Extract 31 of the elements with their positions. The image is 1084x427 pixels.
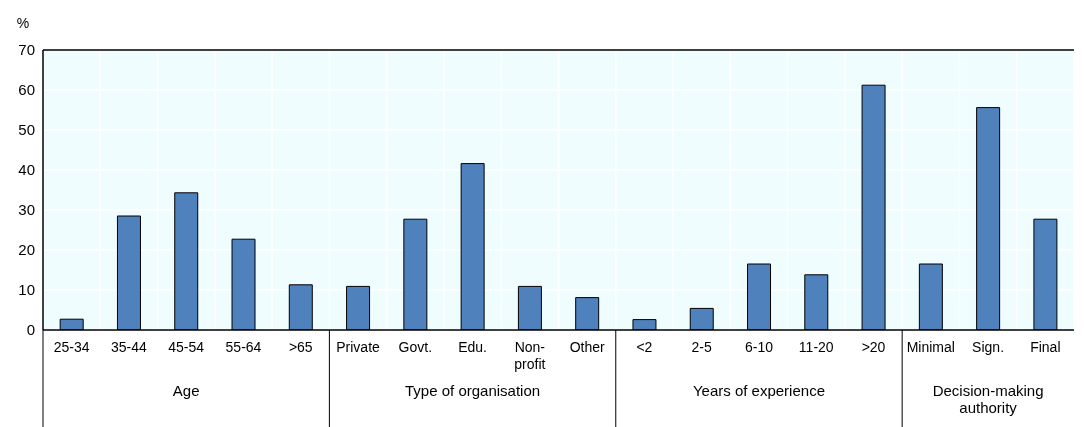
y-tick-label: 30 (18, 201, 35, 219)
y-axis-title: % (16, 15, 30, 31)
x-tick-label: Other (569, 339, 605, 355)
x-tick-label: 25-34 (53, 339, 90, 355)
y-tick-label: 50 (18, 121, 35, 139)
y-tick-label: 70 (18, 41, 35, 59)
x-tick-label: Non-profit (514, 339, 546, 372)
text: Decision-making authority (932, 382, 1044, 416)
x-tick-label: Final (1030, 339, 1061, 355)
text: Type of organisation (405, 382, 541, 399)
y-tick-label: 40 (18, 161, 35, 179)
x-tick-label: 6-10 (744, 339, 774, 355)
x-tick-label: Private (336, 339, 381, 355)
x-tick-label: 55-64 (225, 339, 262, 355)
y-tick-label: 20 (18, 241, 35, 259)
text: Age (172, 382, 200, 399)
y-tick-label: 0 (26, 321, 35, 339)
x-tick-label: >65 (288, 339, 313, 355)
x-tick-label: 11-20 (798, 339, 834, 355)
x-tick-label: 35-44 (111, 339, 148, 355)
x-tick-label: 45-54 (168, 339, 205, 355)
x-tick-label: Minimal (906, 339, 955, 355)
y-tick-label: 60 (18, 81, 35, 99)
x-tick-label: Edu. (458, 339, 487, 355)
y-tick-label: 10 (18, 281, 35, 299)
x-tick-label: 2-5 (691, 339, 713, 355)
x-tick-label: Govt. (398, 339, 433, 355)
x-tick-label: >20 (861, 339, 886, 355)
text: Years of experience (692, 382, 825, 399)
x-tick-label: Sign. (972, 339, 1005, 355)
x-tick-label: <2 (636, 339, 653, 355)
